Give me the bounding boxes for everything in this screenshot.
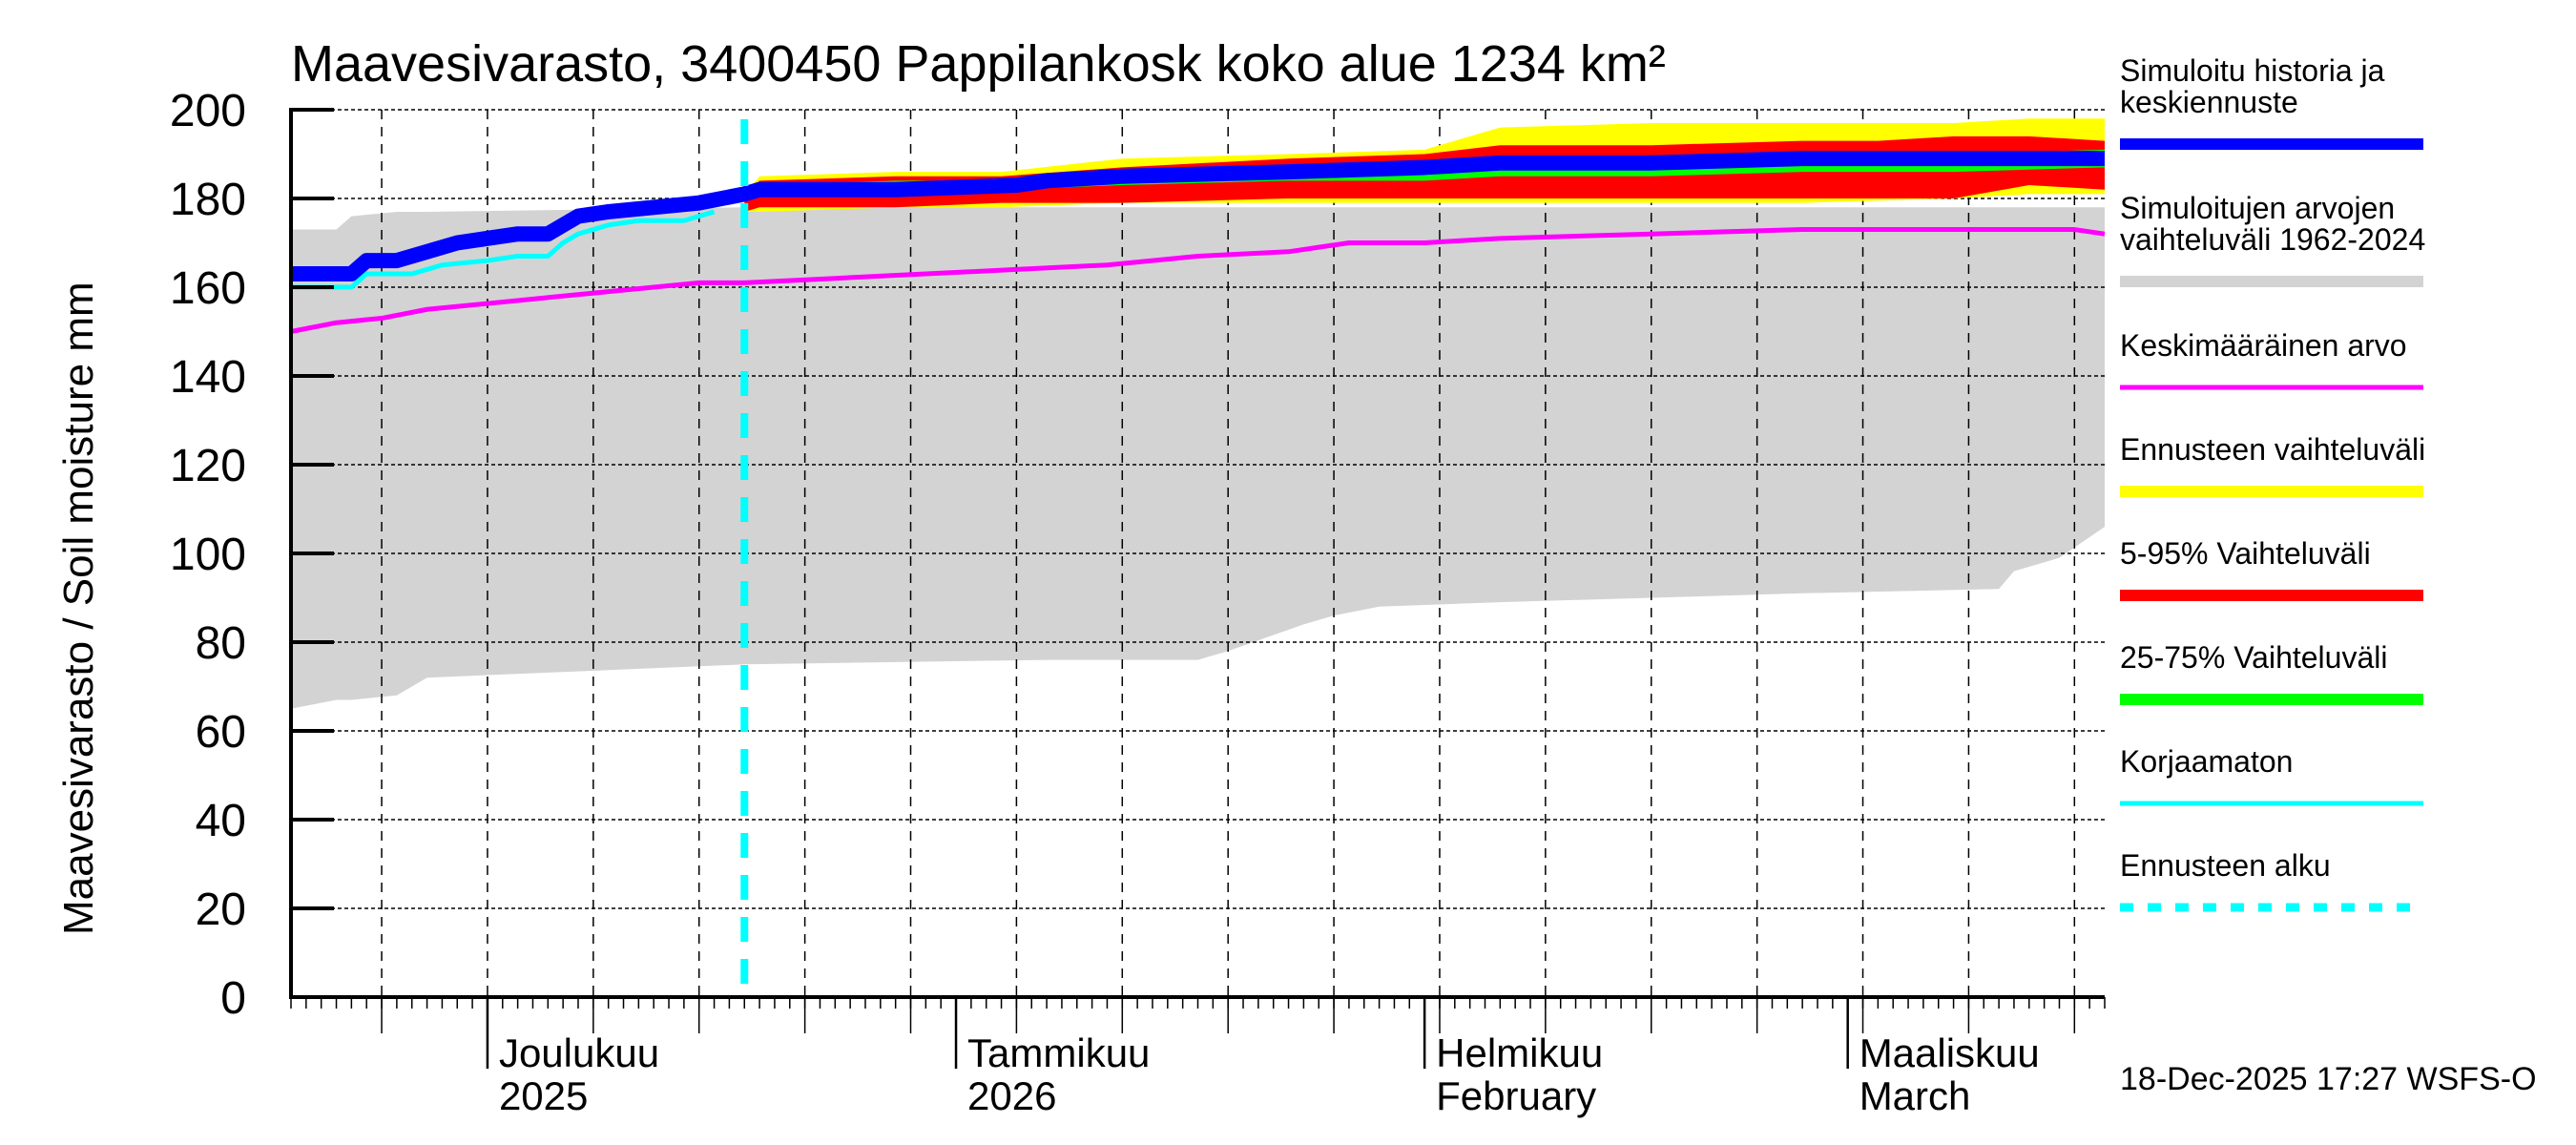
- x-month-sublabel: 2026: [967, 1073, 1056, 1118]
- y-tick-label: 0: [220, 973, 246, 1024]
- legend-item: Keskimääräinen arvo: [2120, 328, 2423, 390]
- legend-label: Simuloitu historia ja: [2120, 53, 2385, 88]
- x-month-label: Tammikuu: [967, 1030, 1150, 1075]
- historical-range-band: [291, 207, 2105, 709]
- y-tick-label: 60: [196, 707, 246, 758]
- chart-title: Maavesivarasto, 3400450 Pappilankosk kok…: [291, 35, 1666, 93]
- y-tick-label: 140: [170, 352, 246, 403]
- y-tick-label: 180: [170, 175, 246, 225]
- x-month-sublabel: 2025: [499, 1073, 588, 1118]
- y-axis-label: Maavesivarasto / Soil moisture mm: [55, 281, 102, 935]
- legend-label: Ennusteen vaihteluväli: [2120, 432, 2425, 467]
- legend-label: 25-75% Vaihteluväli: [2120, 640, 2387, 675]
- y-tick-label: 40: [196, 796, 246, 846]
- legend: Simuloitu historia jakeskiennusteSimuloi…: [2120, 53, 2425, 912]
- mean-line: [290, 227, 2106, 334]
- y-tick-label: 200: [170, 86, 246, 136]
- legend-label: vaihteluväli 1962-2024: [2120, 222, 2425, 257]
- legend-item: 5-95% Vaihteluväli: [2120, 536, 2423, 601]
- legend-item: 25-75% Vaihteluväli: [2120, 640, 2423, 705]
- y-tick-label: 20: [196, 885, 246, 935]
- legend-label: Korjaamaton: [2120, 744, 2293, 779]
- simulated-forecast-line: [291, 151, 2105, 282]
- y-tick-label: 120: [170, 441, 246, 491]
- footer-timestamp: 18-Dec-2025 17:27 WSFS-O: [2120, 1061, 2537, 1097]
- legend-item: Ennusteen vaihteluväli: [2120, 432, 2425, 497]
- legend-item: Ennusteen alku: [2120, 848, 2423, 912]
- legend-label: Keskimääräinen arvo: [2120, 328, 2407, 363]
- legend-label: keskiennuste: [2120, 85, 2298, 119]
- x-month-label: Maaliskuu: [1859, 1030, 2040, 1075]
- legend-label: 5-95% Vaihteluväli: [2120, 536, 2371, 571]
- legend-item: Korjaamaton: [2120, 744, 2423, 806]
- x-month-label: Helmikuu: [1436, 1030, 1603, 1075]
- x-month-sublabel: February: [1436, 1073, 1596, 1118]
- legend-label: Ennusteen alku: [2120, 848, 2331, 883]
- x-month-sublabel: March: [1859, 1073, 1971, 1118]
- x-month-label: Joulukuu: [499, 1030, 659, 1075]
- uncorrected-line: [291, 209, 716, 290]
- y-tick-label: 160: [170, 263, 246, 314]
- y-tick-label: 80: [196, 618, 246, 669]
- legend-label: Simuloitujen arvojen: [2120, 191, 2395, 225]
- y-tick-label: 100: [170, 530, 246, 580]
